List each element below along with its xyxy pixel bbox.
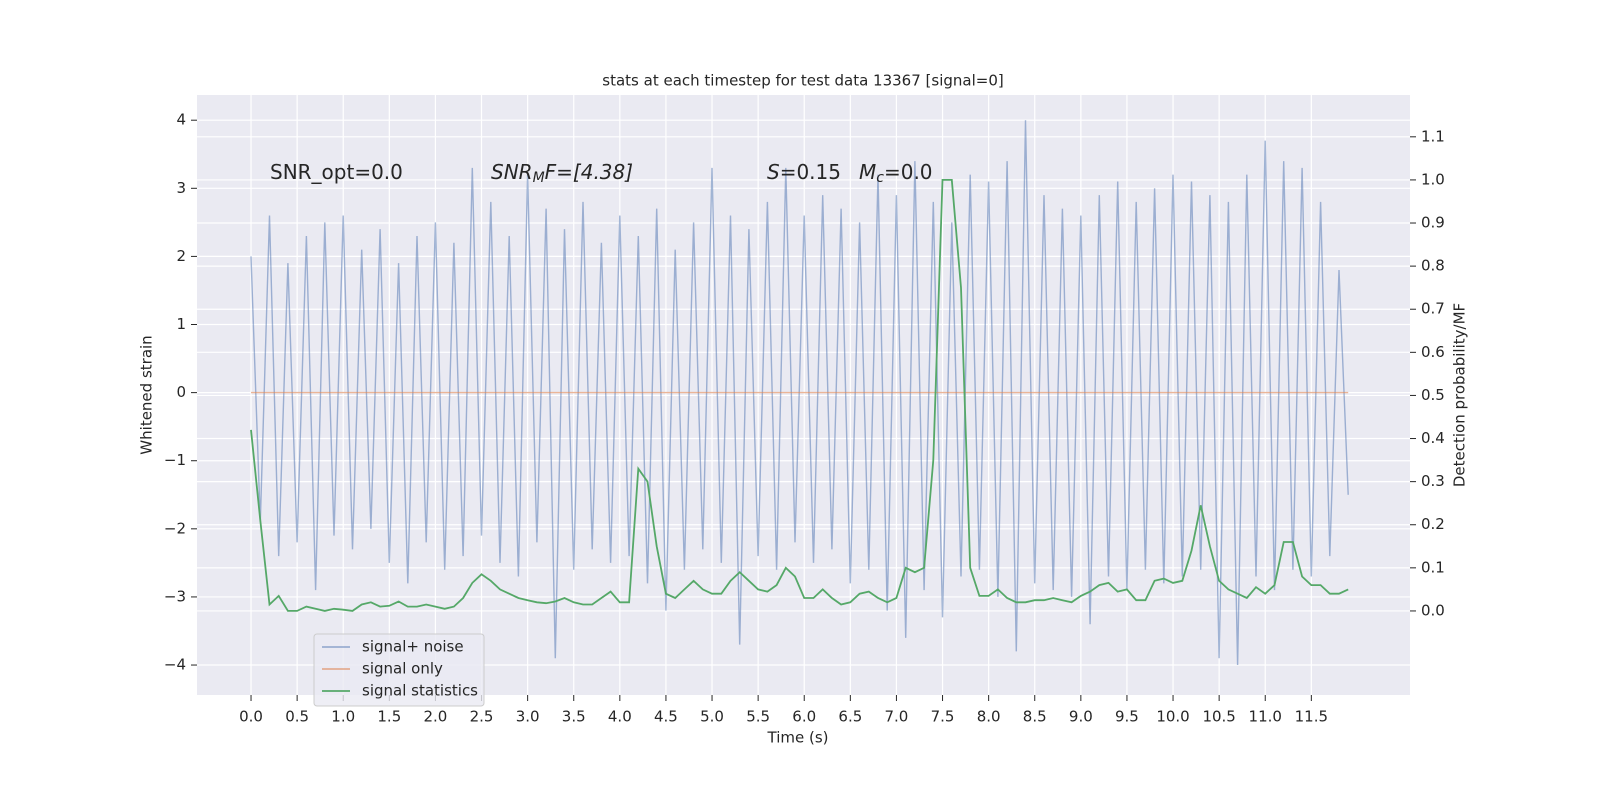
x-tick-label: 7.5 xyxy=(931,708,955,726)
y2-tick-label: 1.0 xyxy=(1421,170,1445,188)
y2-tick-label: 0.3 xyxy=(1421,472,1445,490)
annotation-text: S xyxy=(767,160,780,184)
y2-tick-label: 0.0 xyxy=(1421,601,1445,619)
x-tick-label: 6.0 xyxy=(792,708,816,726)
x-tick-label: 3.0 xyxy=(516,708,540,726)
x-tick-label: 10.5 xyxy=(1202,708,1235,726)
x-tick-label: 11.5 xyxy=(1295,708,1328,726)
annotation: SNRMF=[4.38] xyxy=(491,160,633,187)
y2-tick-label: 0.7 xyxy=(1421,300,1445,318)
legend-box xyxy=(313,633,485,707)
y2-tick-label: 0.5 xyxy=(1421,386,1445,404)
y2-tick-label: 0.1 xyxy=(1421,558,1445,576)
x-tick-label: 3.5 xyxy=(562,708,586,726)
y-tick-label: 1 xyxy=(176,315,186,333)
x-tick-label: 9.5 xyxy=(1115,708,1139,726)
annotation: SNR_opt=0.0 xyxy=(270,160,403,184)
x-tick-label: 1.0 xyxy=(331,708,355,726)
y2-tick-label: 0.9 xyxy=(1421,214,1445,232)
y-tick-label: −3 xyxy=(164,587,186,605)
series-line xyxy=(250,120,1349,666)
y2-tick-label: 0.4 xyxy=(1421,429,1445,447)
y-tick-label: 0 xyxy=(176,383,186,401)
y-tick-label: −2 xyxy=(164,519,186,537)
y-tick-label: 2 xyxy=(176,247,186,265)
annotation-tail: =0.0 xyxy=(884,160,933,184)
legend-label: signal only xyxy=(362,660,443,678)
y-tick-label: 4 xyxy=(176,111,186,129)
x-tick-label: 2.0 xyxy=(424,708,448,726)
annotation-text: SNR xyxy=(491,160,533,184)
x-tick-label: 10.0 xyxy=(1156,708,1189,726)
annotation: S=0.15 xyxy=(767,160,841,184)
y-tick-label: 3 xyxy=(176,179,186,197)
y-axis-label: Whitened strain xyxy=(138,335,156,454)
annotation-text: M xyxy=(859,160,876,184)
annotation-sub: M xyxy=(533,170,545,186)
annotation: Mc=0.0 xyxy=(859,160,933,187)
x-tick-label: 2.5 xyxy=(470,708,494,726)
x-tick-label: 6.5 xyxy=(838,708,862,726)
x-tick-label: 4.5 xyxy=(654,708,678,726)
annotation-sub: c xyxy=(876,170,884,186)
series-line xyxy=(250,179,1349,612)
y2-tick-label: 0.8 xyxy=(1421,257,1445,275)
annotations: SNR_opt=0.0 SNRMF=[4.38] S=0.15 Mc=0.0 xyxy=(270,160,933,187)
y-tick-label: −4 xyxy=(164,656,186,674)
x-tick-label: 5.5 xyxy=(746,708,770,726)
x-tick-label: 1.5 xyxy=(377,708,401,726)
annotation-tail: F=[4.38] xyxy=(545,160,633,184)
x-tick-label: 8.0 xyxy=(977,708,1001,726)
legend-label: signal statistics xyxy=(362,682,478,700)
y-tick-label: −1 xyxy=(164,451,186,469)
chart-title: stats at each timestep for test data 133… xyxy=(602,72,1003,90)
x-tick-label: 0.0 xyxy=(239,708,263,726)
y2-tick-label: 1.1 xyxy=(1421,127,1445,145)
y2-axis-label: Detection probability/MF xyxy=(1451,303,1469,487)
axes: 0.0 0.5 1.0 1.5 2.0 2.5 3.0 3.5 4.0 4.5 5.0 5.5 6.0 6… xyxy=(164,111,1445,726)
y2-tick-label: 0.6 xyxy=(1421,343,1445,361)
legend: signal+ noise signal only signal statistic… xyxy=(313,633,485,707)
x-tick-label: 4.0 xyxy=(608,708,632,726)
marks xyxy=(250,120,1349,666)
x-tick-label: 8.5 xyxy=(1023,708,1047,726)
x-axis-label: Time (s) xyxy=(767,729,829,747)
x-tick-label: 5.0 xyxy=(700,708,724,726)
x-tick-label: 0.5 xyxy=(285,708,309,726)
x-tick-label: 11.0 xyxy=(1249,708,1282,726)
y2-tick-label: 0.2 xyxy=(1421,515,1445,533)
x-tick-label: 7.0 xyxy=(885,708,909,726)
annotation-tail: =0.15 xyxy=(780,160,841,184)
annotation-text: SNR_opt=0.0 xyxy=(270,160,403,184)
legend-label: signal+ noise xyxy=(362,638,464,656)
x-tick-label: 9.0 xyxy=(1069,708,1093,726)
